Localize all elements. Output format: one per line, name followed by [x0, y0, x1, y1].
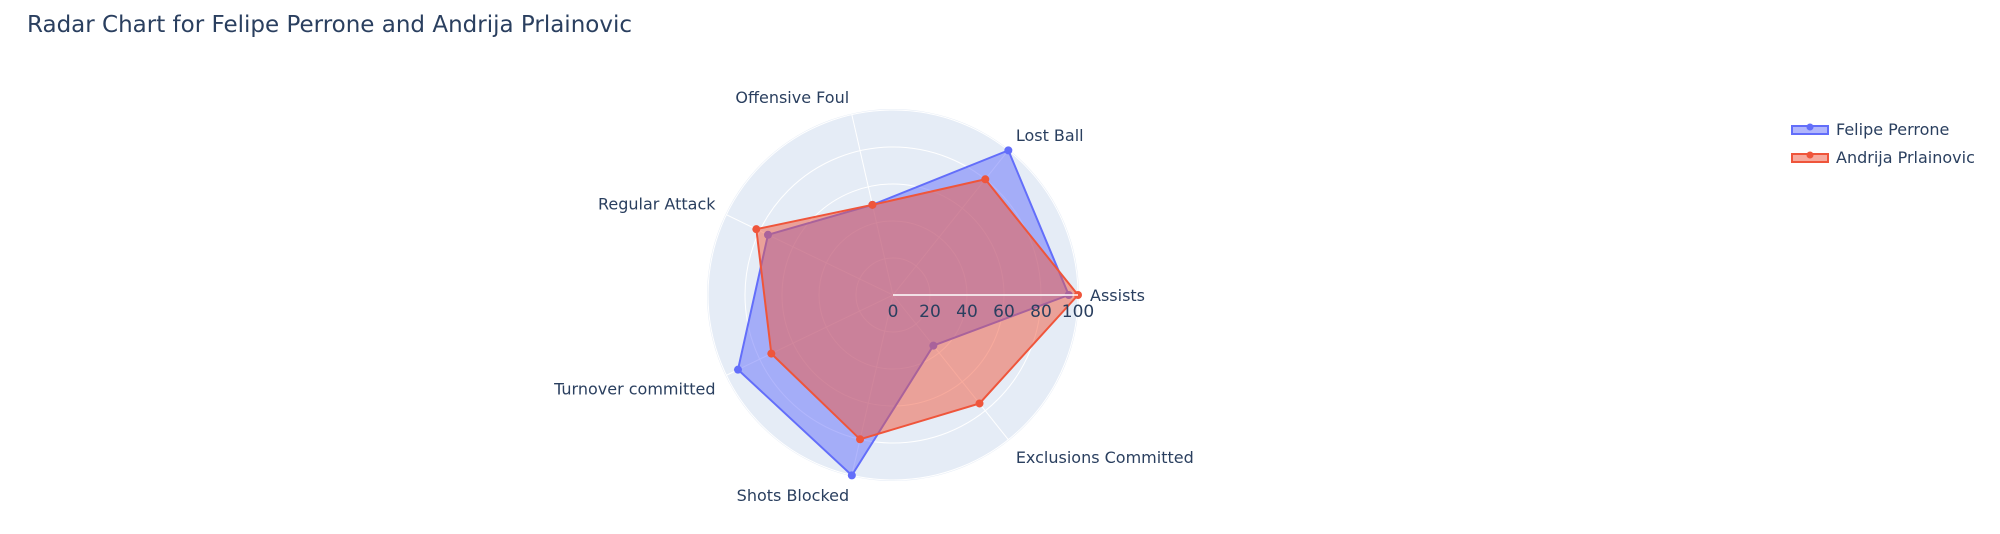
legend[interactable]: Felipe Perrone Andrija Prlainovic — [1790, 115, 1975, 171]
radial-tick-label: 0 — [888, 302, 899, 322]
category-label: Lost Ball — [1016, 126, 1084, 145]
category-label: Assists — [1090, 286, 1145, 305]
category-label: Exclusions Committed — [1016, 448, 1194, 467]
radial-tick-label: 80 — [1030, 302, 1052, 322]
series-point[interactable] — [981, 175, 990, 184]
radial-tick-label: 100 — [1062, 302, 1094, 322]
series-point[interactable] — [752, 225, 761, 234]
series-area-2[interactable] — [755, 178, 1080, 441]
legend-item[interactable]: Felipe Perrone — [1790, 115, 1975, 143]
series-point[interactable] — [733, 365, 742, 374]
radial-tick-label: 60 — [993, 302, 1015, 322]
series-point[interactable] — [856, 435, 865, 444]
legend-label: Andrija Prlainovic — [1836, 147, 1975, 167]
series-point[interactable] — [847, 471, 856, 480]
series-point[interactable] — [767, 349, 776, 358]
series-point[interactable] — [975, 399, 984, 408]
category-label: Offensive Foul — [735, 88, 849, 107]
category-label: Turnover committed — [553, 379, 715, 398]
legend-swatch — [1791, 123, 1829, 135]
category-label: Shots Blocked — [737, 486, 849, 505]
radial-tick-label: 20 — [919, 302, 941, 322]
chart-title: Radar Chart for Felipe Perrone and Andri… — [27, 12, 632, 38]
legend-item[interactable]: Andrija Prlainovic — [1790, 143, 1975, 171]
radar-series — [733, 146, 1082, 480]
category-label: Regular Attack — [598, 195, 716, 214]
legend-swatch — [1791, 151, 1829, 163]
series-point[interactable] — [868, 200, 877, 209]
radial-tick-label: 40 — [956, 302, 978, 322]
legend-label: Felipe Perrone — [1836, 119, 1950, 139]
series-point[interactable] — [1004, 146, 1013, 155]
